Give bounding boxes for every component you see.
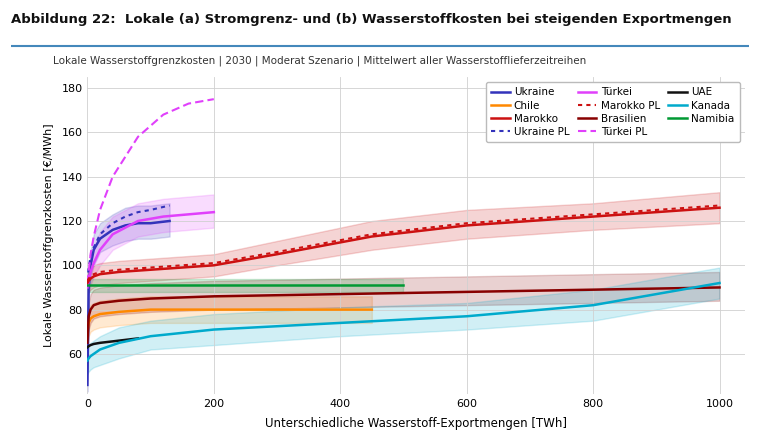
Legend: Ukraine, Chile, Marokko, Ukraine PL, Türkei, Marokko PL, Brasilien, Türkei PL, U: Ukraine, Chile, Marokko, Ukraine PL, Tür… bbox=[486, 82, 739, 142]
Y-axis label: Lokale Wasserstoffgrenzkosten [€/MWh]: Lokale Wasserstoffgrenzkosten [€/MWh] bbox=[45, 124, 55, 347]
Text: Lokale Wasserstoffgrenzkosten | 2030 | Moderat Szenario | Mittelwert aller Wasse: Lokale Wasserstoffgrenzkosten | 2030 | M… bbox=[53, 55, 587, 66]
Text: Abbildung 22:  Lokale (a) Stromgrenz- und (b) Wasserstoffkosten bei steigenden E: Abbildung 22: Lokale (a) Stromgrenz- und… bbox=[11, 13, 732, 26]
X-axis label: Unterschiedliche Wasserstoff-Exportmengen [TWh]: Unterschiedliche Wasserstoff-Exportmenge… bbox=[265, 417, 567, 430]
